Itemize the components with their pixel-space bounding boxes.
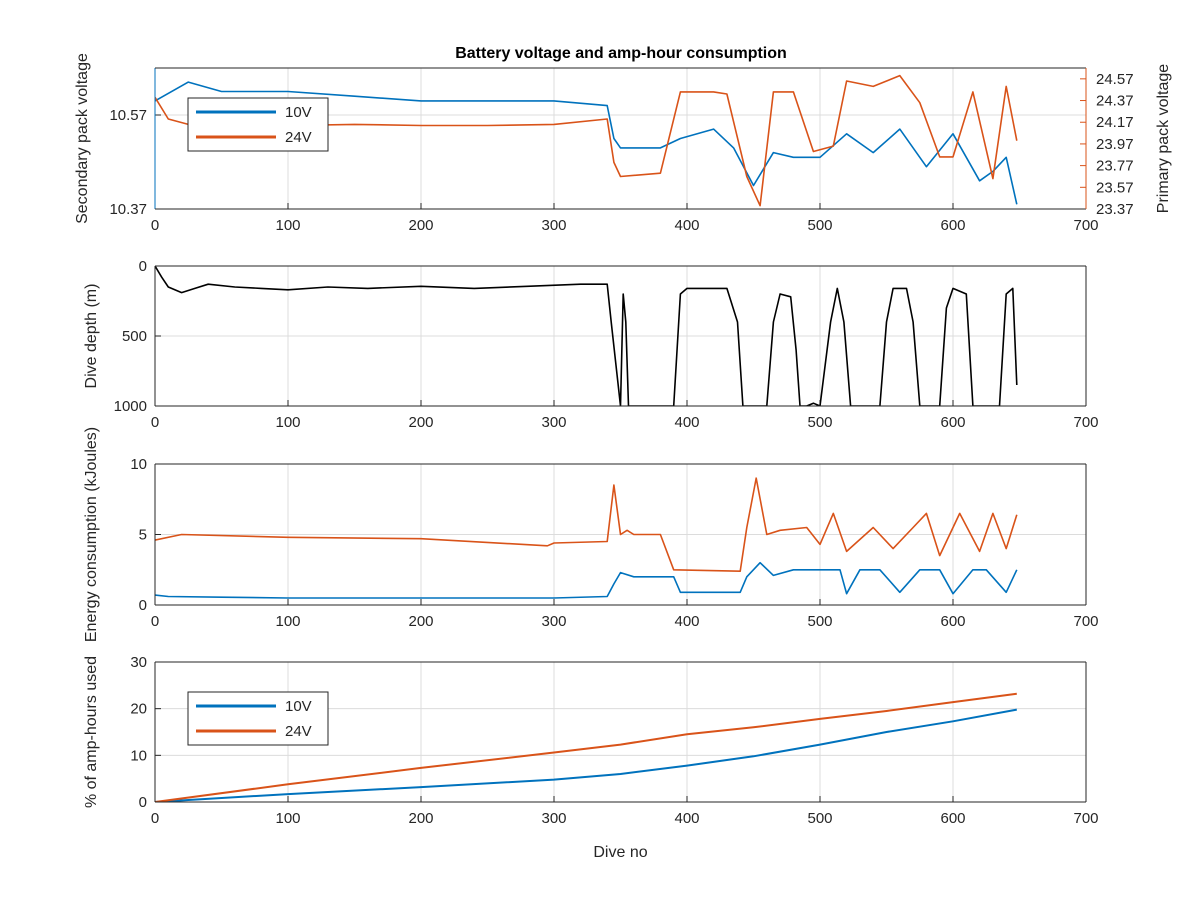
x-tick-label: 700	[1073, 414, 1098, 431]
x-tick-label: 500	[807, 217, 832, 234]
y-right-tick-label: 23.37	[1096, 201, 1134, 218]
legend-label: 24V	[285, 129, 312, 146]
chart-panel-4: 0 100 200 300 400 500 600 700 0 10 20 30 % of amp-ho…	[83, 654, 1099, 861]
x-tick-label: 200	[408, 217, 433, 234]
chart-panel-3: 0 100 200 300 400 500 600 700 0 5 10 Energy consump…	[83, 427, 1099, 642]
x-tick-label: 700	[1073, 613, 1098, 630]
x-tick-label: 500	[807, 613, 832, 630]
y-right-tick-label: 24.57	[1096, 71, 1134, 88]
x-tick-label: 400	[674, 414, 699, 431]
y-right-tick-label: 24.37	[1096, 93, 1134, 110]
y-tick-label: 0	[139, 794, 147, 811]
legend-box	[187, 97, 329, 152]
x-tick-label: 0	[151, 217, 159, 234]
chart-panel-1: 0 100 200 300 400 500 600 700 10.37 10.57 23.37 23.…	[74, 53, 1172, 234]
charts-container: 0 100 200 300 400 500 600 70010.3710.5723.3723.…	[74, 53, 1172, 861]
x-tick-label: 500	[807, 414, 832, 431]
x-tick-label: 300	[541, 217, 566, 234]
series-line-10v	[155, 708, 1017, 802]
series-group	[155, 477, 1018, 599]
x-tick-label: 0	[151, 810, 159, 827]
x-tick-label: 500	[807, 810, 832, 827]
y-tick-label: 10.37	[109, 201, 147, 218]
y-tick-label: 5	[139, 527, 147, 544]
y-right-tick-label: 23.77	[1096, 158, 1134, 175]
y-tick-label: 10.57	[109, 107, 147, 124]
y-axis-label: Secondary pack voltage	[74, 53, 91, 224]
x-tick-label: 100	[275, 414, 300, 431]
y-tick-label: 10	[130, 456, 147, 473]
x-tick-label: 200	[408, 613, 433, 630]
y-tick-label: 0	[139, 597, 147, 614]
legend-label: 24V	[285, 723, 312, 740]
x-tick-label: 600	[940, 217, 965, 234]
figure-title: Battery voltage and amp-hour consumption	[455, 45, 787, 62]
x-tick-label: 400	[674, 613, 699, 630]
y-axis-label: Dive depth (m)	[83, 284, 100, 389]
y-tick-label: 20	[130, 701, 147, 718]
y-tick-label: 500	[122, 328, 147, 345]
chart-panel-2: 0 100 200 300 400 500 600 700 0 500 1000 Dive depth…	[83, 258, 1099, 431]
x-tick-label: 0	[151, 414, 159, 431]
series-line-10v	[155, 561, 1018, 599]
x-tick-label: 0	[151, 613, 159, 630]
y-axis-label: % of amp-hours used	[83, 656, 100, 808]
y-right-tick-label: 24.17	[1096, 114, 1134, 131]
x-tick-label: 200	[408, 810, 433, 827]
y-right-tick-label: 23.57	[1096, 179, 1134, 196]
x-tick-label: 100	[275, 217, 300, 234]
series-group	[155, 692, 1017, 802]
y-tick-label: 0	[139, 258, 147, 275]
legend-label: 10V	[285, 104, 312, 121]
y-right-tick-label: 23.97	[1096, 136, 1134, 153]
x-tick-label: 300	[541, 414, 566, 431]
x-axis-label: Dive no	[593, 844, 647, 861]
x-tick-label: 100	[275, 613, 300, 630]
x-tick-label: 300	[541, 613, 566, 630]
series-line-24v	[155, 74, 1018, 207]
y-axis-label-right: Primary pack voltage	[1155, 64, 1172, 213]
legend-box	[187, 691, 329, 746]
x-tick-label: 300	[541, 810, 566, 827]
series-group	[155, 74, 1018, 207]
x-tick-label: 600	[940, 414, 965, 431]
x-tick-label: 700	[1073, 810, 1098, 827]
series-line-10v	[155, 81, 1018, 205]
x-tick-label: 400	[674, 217, 699, 234]
series-line-24v	[155, 477, 1018, 573]
x-tick-label: 400	[674, 810, 699, 827]
series-line-depth	[155, 266, 1018, 406]
x-tick-label: 600	[940, 613, 965, 630]
x-tick-label: 600	[940, 810, 965, 827]
y-axis-label: Energy consumption (kJoules)	[83, 427, 100, 642]
x-tick-label: 100	[275, 810, 300, 827]
x-tick-label: 700	[1073, 217, 1098, 234]
y-tick-label: 10	[130, 747, 147, 764]
series-group	[155, 266, 1018, 406]
x-tick-label: 200	[408, 414, 433, 431]
y-tick-label: 30	[130, 654, 147, 671]
y-tick-label: 1000	[114, 398, 147, 415]
series-line-24v	[155, 692, 1017, 802]
legend-label: 10V	[285, 698, 312, 715]
